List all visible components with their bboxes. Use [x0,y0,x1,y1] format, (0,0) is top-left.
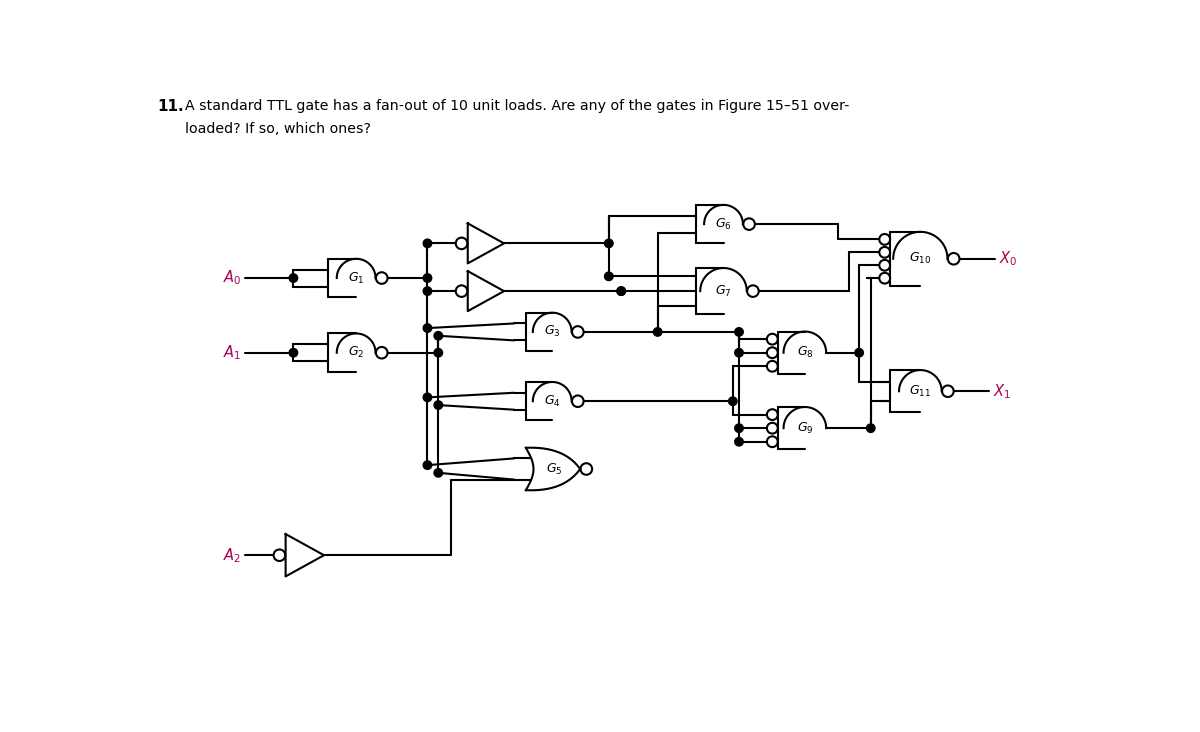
Circle shape [289,274,298,283]
Text: $G_6$: $G_6$ [715,217,732,232]
Text: $G_8$: $G_8$ [797,346,814,360]
Text: $X_0$: $X_0$ [998,250,1018,268]
Text: $A_1$: $A_1$ [223,343,241,362]
Text: 11.: 11. [157,99,185,113]
Text: $G_{10}$: $G_{10}$ [910,251,931,266]
Circle shape [728,397,737,406]
Circle shape [424,324,432,332]
Text: $G_7$: $G_7$ [715,283,732,299]
Circle shape [434,332,443,340]
Circle shape [434,468,443,477]
Circle shape [424,461,432,469]
Text: $A_0$: $A_0$ [223,269,241,288]
Text: $A_2$: $A_2$ [223,546,241,564]
Circle shape [434,348,443,357]
Text: A standard TTL gate has a fan-out of 10 unit loads. Are any of the gates in Figu: A standard TTL gate has a fan-out of 10 … [185,99,850,113]
Circle shape [289,348,298,357]
Circle shape [434,401,443,409]
Circle shape [617,287,625,295]
Text: $G_9$: $G_9$ [797,421,814,436]
Circle shape [605,272,613,280]
Text: loaded? If so, which ones?: loaded? If so, which ones? [185,122,371,135]
Circle shape [734,348,743,357]
Text: $G_3$: $G_3$ [544,324,560,340]
Text: $G_5$: $G_5$ [546,461,563,477]
Circle shape [617,287,625,295]
Circle shape [605,239,613,247]
Text: $G_4$: $G_4$ [544,394,560,408]
Circle shape [866,424,875,433]
Circle shape [734,328,743,336]
Circle shape [854,348,863,357]
Circle shape [424,274,432,283]
Circle shape [734,424,743,433]
Circle shape [424,393,432,402]
Circle shape [424,287,432,295]
Circle shape [653,328,662,336]
Text: $G_2$: $G_2$ [348,346,365,360]
Circle shape [424,239,432,247]
Circle shape [734,438,743,446]
Text: $X_1$: $X_1$ [992,382,1010,400]
Text: $G_1$: $G_1$ [348,271,365,285]
Text: $G_{11}$: $G_{11}$ [910,384,931,399]
